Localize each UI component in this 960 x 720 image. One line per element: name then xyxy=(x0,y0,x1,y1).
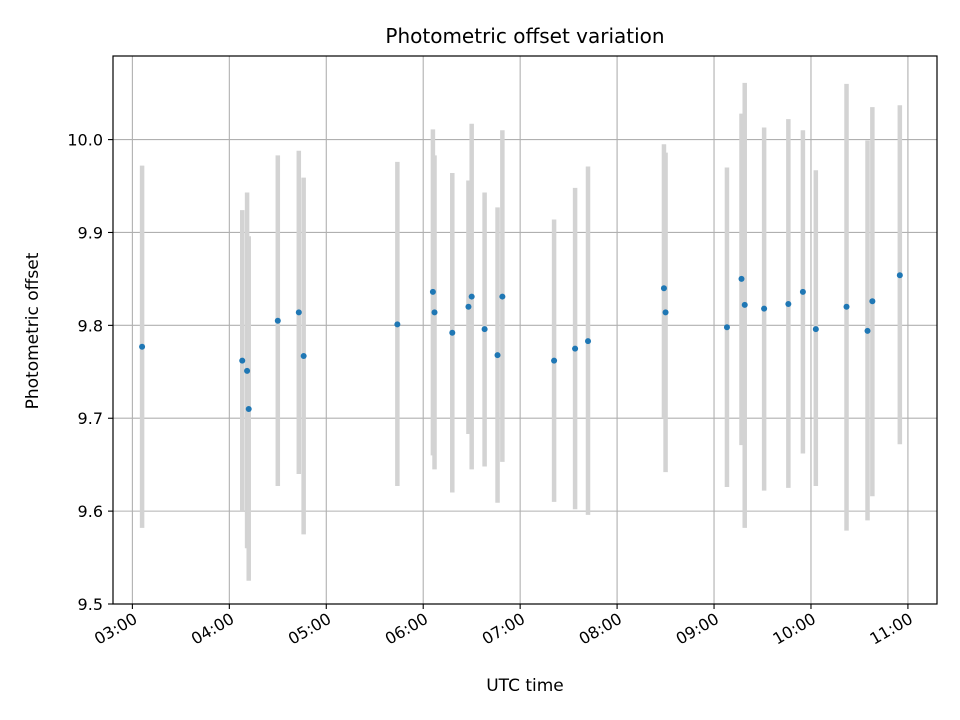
x-tick-label: 08:00 xyxy=(576,609,625,649)
data-point xyxy=(864,327,871,334)
data-point xyxy=(785,300,792,307)
data-point xyxy=(812,326,819,333)
data-point xyxy=(274,317,281,324)
x-tick-label: 06:00 xyxy=(382,609,431,649)
y-tick-label: 9.9 xyxy=(78,223,103,242)
data-point xyxy=(139,343,146,350)
y-tick-label: 9.6 xyxy=(78,502,103,521)
data-point xyxy=(394,321,401,328)
data-point xyxy=(244,367,251,374)
data-point xyxy=(660,285,667,292)
y-tick-label: 9.5 xyxy=(78,595,103,614)
y-tick-label: 9.8 xyxy=(78,316,103,335)
x-tick-label: 04:00 xyxy=(188,609,237,649)
data-point xyxy=(896,272,903,279)
data-point xyxy=(662,309,669,316)
data-point xyxy=(799,288,806,295)
data-point xyxy=(239,357,246,364)
data-point xyxy=(481,326,488,333)
y-tick-label: 10.0 xyxy=(67,131,103,150)
data-point xyxy=(431,309,438,316)
data-point xyxy=(468,293,475,300)
x-tick-label: 03:00 xyxy=(91,609,140,649)
data-point xyxy=(551,357,558,364)
plot-frame xyxy=(112,55,938,605)
data-point xyxy=(494,352,501,359)
x-tick-label: 10:00 xyxy=(770,609,819,649)
data-point xyxy=(738,275,745,282)
data-point xyxy=(300,353,307,360)
data-point xyxy=(295,309,302,316)
data-point xyxy=(499,293,506,300)
chart-title: Photometric offset variation xyxy=(385,24,664,48)
data-point xyxy=(585,338,592,345)
error-bars xyxy=(139,82,903,581)
data-point xyxy=(465,303,472,310)
data-point xyxy=(869,298,876,305)
data-point xyxy=(245,405,252,412)
data-point xyxy=(843,303,850,310)
data-point xyxy=(761,305,768,312)
x-tick-label: 05:00 xyxy=(285,609,334,649)
y-axis-label: Photometric offset xyxy=(23,252,43,409)
x-tick-label: 07:00 xyxy=(479,609,528,649)
data-point xyxy=(429,288,436,295)
data-point xyxy=(572,345,579,352)
x-tick-label: 11:00 xyxy=(866,609,915,649)
data-point xyxy=(741,301,748,308)
x-tick-label: 09:00 xyxy=(673,609,722,649)
data-point xyxy=(723,324,730,331)
x-axis-label: UTC time xyxy=(486,676,564,696)
y-tick-label: 9.7 xyxy=(78,409,103,428)
data-point xyxy=(449,329,456,336)
data-points xyxy=(139,272,903,412)
